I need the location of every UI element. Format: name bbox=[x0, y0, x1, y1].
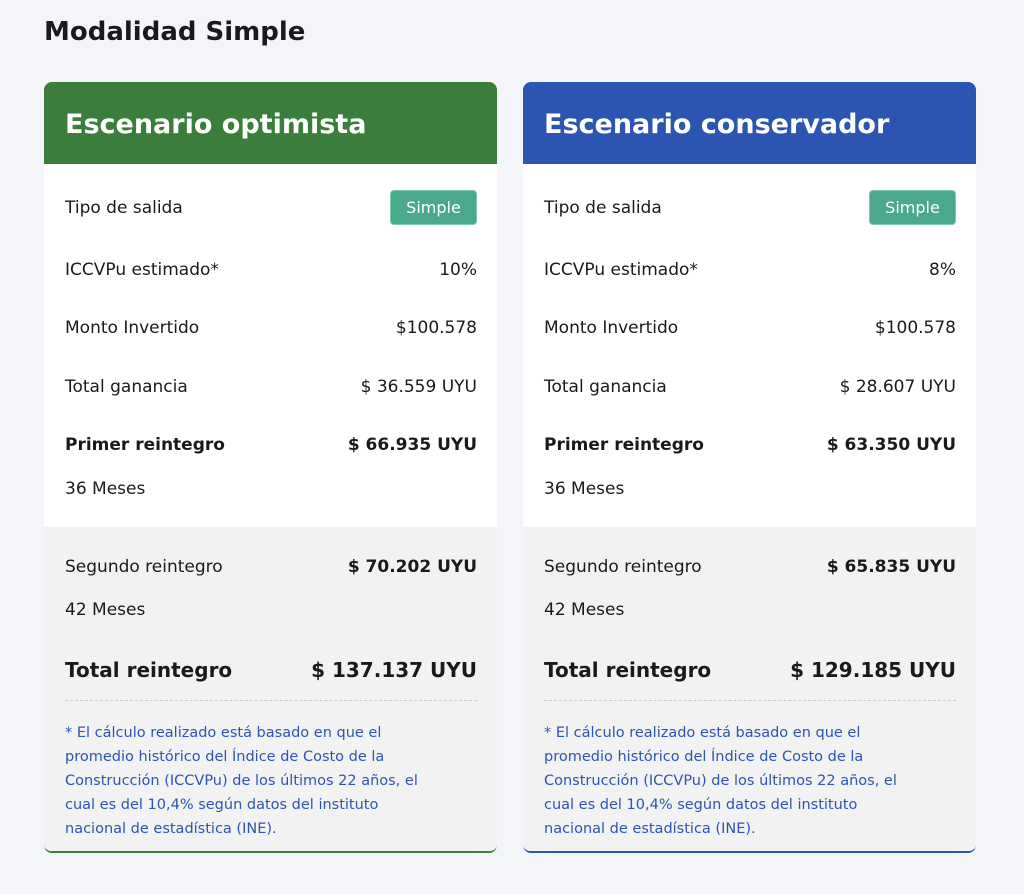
note-line: nacional de estadística (INE). bbox=[544, 821, 756, 837]
row-label: Primer reintegro bbox=[65, 435, 225, 455]
card-header bbox=[44, 82, 497, 164]
note-line: promedio histórico del Índice de Costo d… bbox=[65, 749, 385, 765]
extra-sub: 42 Meses bbox=[65, 600, 146, 620]
extra-label: Segundo reintegro bbox=[65, 557, 223, 577]
row-value: $ 36.559 UYU bbox=[360, 377, 477, 397]
card: Escenario conservador Tipo de salida Simpl… bbox=[523, 82, 976, 853]
note-line: Construcción (ICCVPu) de los últimos 22 … bbox=[65, 773, 418, 789]
extra-value: $ 70.202 UYU bbox=[347, 557, 477, 577]
card-header bbox=[523, 82, 976, 164]
note-line: * El cálculo realizado está basado en qu… bbox=[65, 725, 382, 741]
note-line: cual es del 10,4% según datos del instit… bbox=[65, 797, 379, 813]
badge: Simple bbox=[869, 190, 956, 225]
row-value: $ 63.350 UYU bbox=[826, 435, 956, 455]
page-title: Modalidad Simple bbox=[44, 17, 306, 47]
badge: Simple bbox=[390, 190, 477, 225]
extra-label: Segundo reintegro bbox=[544, 557, 702, 577]
total-label: Total reintegro bbox=[544, 658, 712, 682]
note-line: nacional de estadística (INE). bbox=[65, 821, 277, 837]
note-line: cual es del 10,4% según datos del instit… bbox=[544, 797, 858, 813]
gray-section bbox=[44, 527, 497, 851]
row-label: Monto Invertido bbox=[65, 318, 200, 338]
row-label: Monto Invertido bbox=[544, 318, 679, 338]
row-value: 10% bbox=[439, 260, 477, 280]
total-value: $ 137.137 UYU bbox=[311, 658, 477, 682]
row-label: Tipo de salida bbox=[544, 198, 662, 218]
note-line: Construcción (ICCVPu) de los últimos 22 … bbox=[544, 773, 897, 789]
row-value: $ 66.935 UYU bbox=[347, 435, 477, 455]
row-value: $ 28.607 UYU bbox=[839, 377, 956, 397]
row-label: Primer reintegro bbox=[544, 435, 704, 455]
row-value: 8% bbox=[929, 260, 956, 280]
row-sub: 36 Meses bbox=[65, 479, 146, 499]
divider bbox=[65, 700, 477, 701]
row-sub: 36 Meses bbox=[544, 479, 625, 499]
row-label: ICCVPu estimado* bbox=[544, 260, 698, 280]
gray-section bbox=[523, 527, 976, 851]
row-label: Total ganancia bbox=[544, 377, 667, 397]
note-line: * El cálculo realizado está basado en qu… bbox=[544, 725, 861, 741]
row-label: Tipo de salida bbox=[65, 198, 183, 218]
divider bbox=[544, 700, 956, 701]
note-line: promedio histórico del Índice de Costo d… bbox=[544, 749, 864, 765]
row-label: Total ganancia bbox=[65, 377, 188, 397]
row-value: $100.578 bbox=[874, 318, 956, 338]
extra-value: $ 65.835 UYU bbox=[826, 557, 956, 577]
card-title: Escenario conservador bbox=[544, 109, 890, 140]
row-label: ICCVPu estimado* bbox=[65, 260, 219, 280]
row-value: $100.578 bbox=[395, 318, 477, 338]
card-title: Escenario optimista bbox=[65, 109, 367, 140]
card: Escenario optimista Tipo de salida Simple I… bbox=[44, 82, 497, 853]
extra-sub: 42 Meses bbox=[544, 600, 625, 620]
total-value: $ 129.185 UYU bbox=[790, 658, 956, 682]
total-label: Total reintegro bbox=[65, 658, 233, 682]
